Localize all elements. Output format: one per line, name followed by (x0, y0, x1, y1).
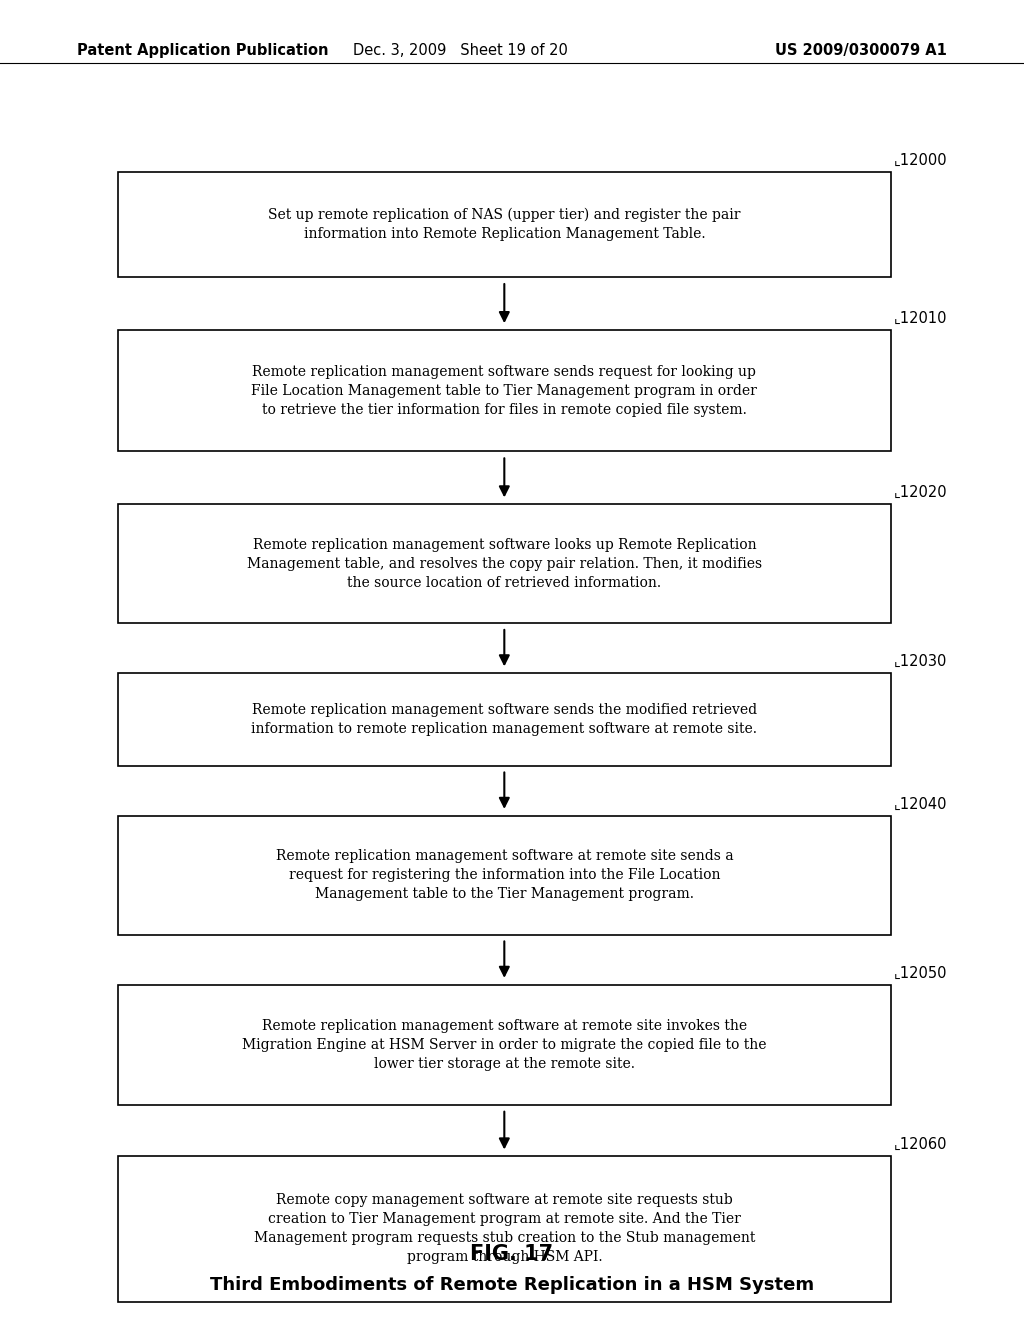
Text: Remote replication management software at remote site invokes the
Migration Engi: Remote replication management software a… (242, 1019, 767, 1071)
Text: Dec. 3, 2009   Sheet 19 of 20: Dec. 3, 2009 Sheet 19 of 20 (353, 42, 568, 58)
Bar (118, 504, 891, 623)
Bar (118, 673, 891, 766)
Text: Remote replication management software looks up Remote Replication
Management ta: Remote replication management software l… (247, 537, 762, 590)
Text: ⌞12040: ⌞12040 (894, 797, 947, 812)
Text: US 2009/0300079 A1: US 2009/0300079 A1 (775, 42, 947, 58)
Text: ⌞12050: ⌞12050 (894, 966, 947, 981)
Text: Remote replication management software at remote site sends a
request for regist: Remote replication management software a… (275, 849, 733, 902)
Text: FIG. 17: FIG. 17 (470, 1243, 554, 1265)
Text: ⌞12030: ⌞12030 (894, 655, 947, 669)
Text: Set up remote replication of NAS (upper tier) and register the pair
information : Set up remote replication of NAS (upper … (268, 207, 740, 242)
Text: ⌞12010: ⌞12010 (894, 312, 947, 326)
Bar (118, 330, 891, 451)
Text: ⌞12000: ⌞12000 (894, 153, 947, 168)
Text: Remote copy management software at remote site requests stub
creation to Tier Ma: Remote copy management software at remot… (254, 1193, 755, 1265)
Text: ⌞12020: ⌞12020 (894, 486, 947, 500)
Bar (118, 816, 891, 935)
Bar (118, 985, 891, 1105)
Text: Patent Application Publication: Patent Application Publication (77, 42, 329, 58)
Text: Third Embodiments of Remote Replication in a HSM System: Third Embodiments of Remote Replication … (210, 1276, 814, 1295)
Bar (118, 1156, 891, 1302)
Bar (118, 172, 891, 277)
Text: Remote replication management software sends request for looking up
File Locatio: Remote replication management software s… (251, 364, 758, 417)
Text: Remote replication management software sends the modified retrieved
information : Remote replication management software s… (251, 704, 758, 735)
Text: ⌞12060: ⌞12060 (894, 1138, 947, 1152)
